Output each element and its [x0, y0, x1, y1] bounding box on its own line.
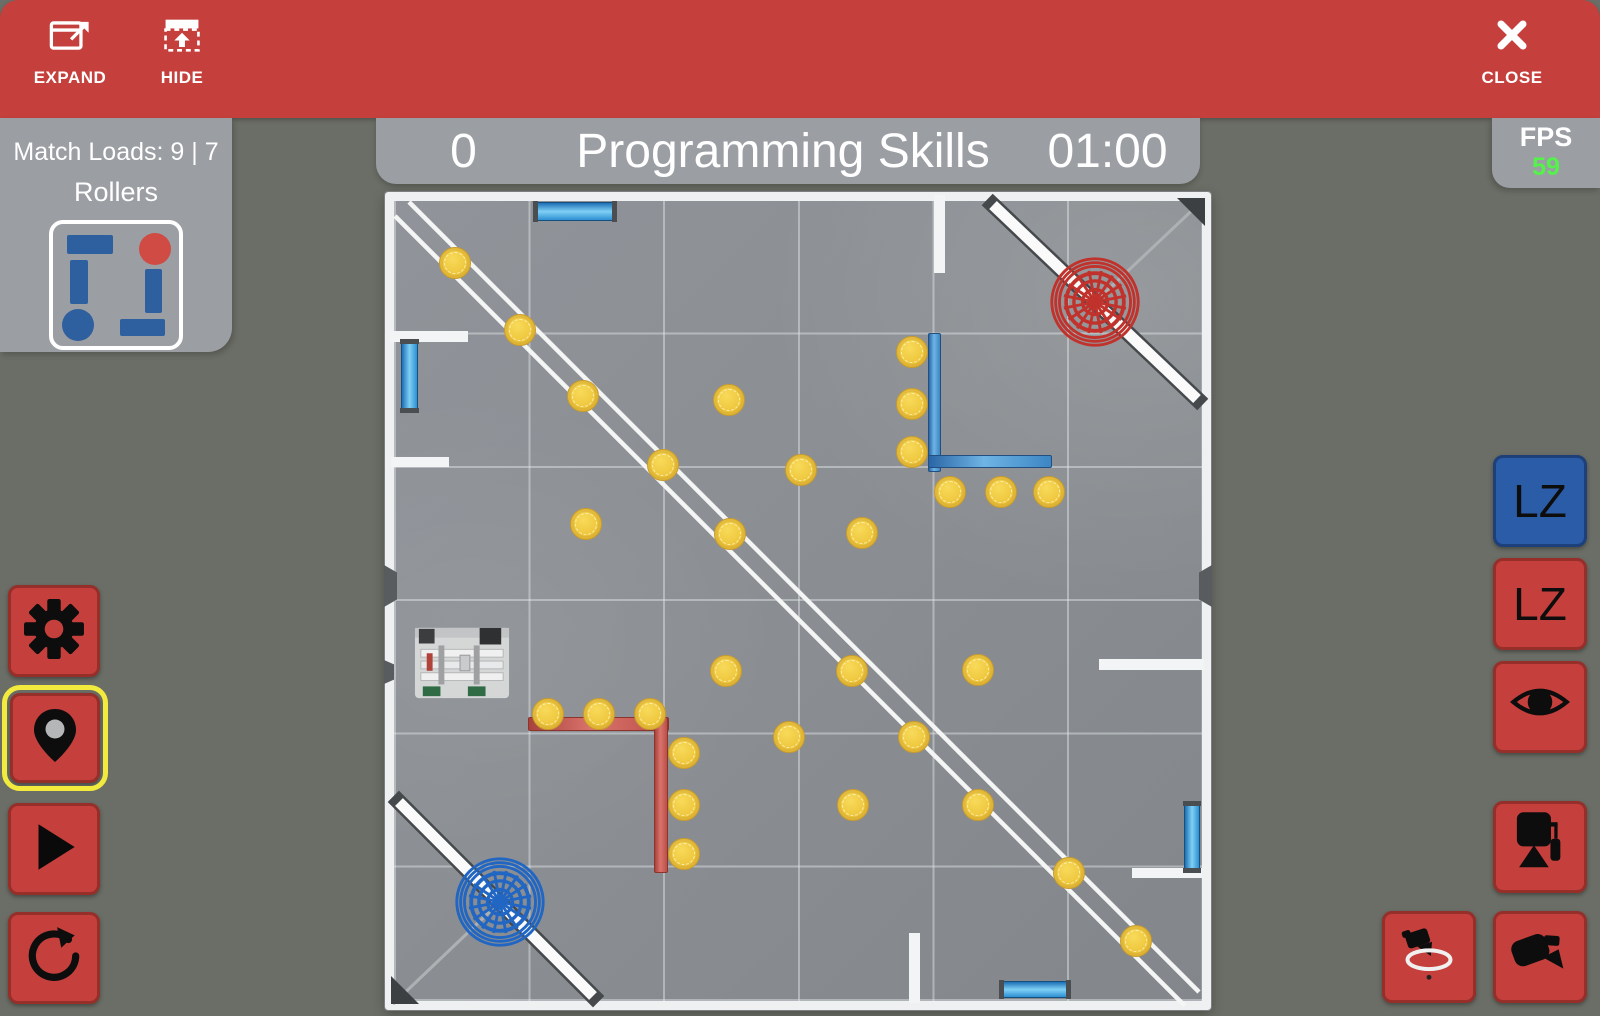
expand-icon — [47, 12, 93, 58]
disc — [896, 336, 928, 368]
disc — [962, 654, 994, 686]
disc — [837, 789, 869, 821]
video-camera-icon — [1507, 919, 1573, 996]
disc — [985, 476, 1017, 508]
match-mode-title: Programming Skills — [576, 124, 990, 178]
roller-blue — [999, 980, 1071, 999]
close-label: CLOSE — [1481, 68, 1543, 87]
roller-blue — [533, 201, 617, 222]
roller-blue — [400, 339, 419, 413]
play-icon — [23, 816, 85, 883]
expand-button[interactable]: EXPAND — [22, 12, 118, 88]
disc — [896, 436, 928, 468]
hide-label: HIDE — [160, 68, 204, 87]
disc — [439, 247, 471, 279]
disc — [567, 380, 599, 412]
field-view[interactable] — [384, 191, 1212, 1011]
lz-blue-label: LZ — [1513, 475, 1567, 527]
orbit-camera-button[interactable] — [1382, 911, 1476, 1003]
roller-top-indicator — [67, 235, 113, 254]
red-goal — [1047, 254, 1143, 350]
disc — [668, 789, 700, 821]
match-timer: 01:00 — [1047, 124, 1168, 178]
circular-arrow-icon — [23, 925, 85, 992]
goal-top-right-indicator — [139, 233, 171, 265]
wall-mount-left — [384, 660, 394, 684]
close-button[interactable]: CLOSE — [1464, 12, 1560, 88]
tape-strip — [909, 933, 920, 1003]
visibility-button[interactable] — [1493, 661, 1587, 753]
disc — [896, 388, 928, 420]
red-goal-mesh — [1050, 257, 1140, 347]
roller-status-icon — [49, 220, 183, 350]
fps-label: FPS — [1519, 122, 1573, 152]
blue-goal — [452, 854, 548, 950]
disc — [504, 314, 536, 346]
map-pin-icon — [25, 706, 85, 771]
disc — [713, 384, 745, 416]
launch-zone-red-button[interactable]: LZ — [1493, 558, 1587, 650]
fps-value: 59 — [1532, 153, 1560, 181]
gear-icon — [23, 598, 85, 665]
disc — [668, 838, 700, 870]
disc — [836, 655, 868, 687]
tape-strip — [1099, 659, 1204, 670]
blue-pipe — [928, 455, 1052, 468]
eye-icon — [1508, 670, 1572, 745]
disc — [934, 476, 966, 508]
top-toolbar: EXPAND HIDE CLOSE — [0, 0, 1600, 118]
launch-zone-blue-button[interactable]: LZ — [1493, 455, 1587, 547]
disc — [710, 655, 742, 687]
lz-red-label: LZ — [1513, 578, 1567, 630]
blue-pipe — [928, 333, 941, 472]
toolbar-button-waypoint[interactable] — [2, 685, 108, 791]
hide-button[interactable]: HIDE — [134, 12, 230, 88]
scoreboard: 0 Programming Skills 01:00 — [376, 118, 1200, 184]
disc — [634, 698, 666, 730]
wall-tab-right — [1199, 565, 1212, 607]
match-loads-panel: Match Loads: 9 | 7 Rollers — [0, 118, 232, 352]
roller-left-indicator — [70, 260, 88, 304]
disc — [773, 721, 805, 753]
disc — [668, 737, 700, 769]
close-icon — [1489, 12, 1535, 58]
wall-tab-left — [384, 565, 397, 607]
disc — [532, 698, 564, 730]
match-loads-text: Match Loads: 9 | 7 — [13, 138, 219, 166]
disc — [785, 454, 817, 486]
roller-bottom-indicator — [120, 319, 165, 336]
disc — [898, 721, 930, 753]
rollers-label: Rollers — [73, 177, 159, 207]
toolbar-button-play[interactable] — [8, 803, 100, 895]
blue-goal-mesh — [455, 857, 545, 947]
disc — [846, 517, 878, 549]
disc — [583, 698, 615, 730]
goal-bottom-left-indicator — [62, 309, 94, 341]
toolbar-button-settings[interactable] — [8, 585, 100, 677]
score-value: 0 — [450, 124, 477, 178]
fps-panel: FPS 59 — [1492, 118, 1600, 188]
disc — [1120, 925, 1152, 957]
tape-strip — [391, 457, 449, 467]
driver-station-button[interactable] — [1493, 801, 1587, 893]
disc — [962, 789, 994, 821]
toolbar-button-reset[interactable] — [8, 912, 100, 1004]
orbit-camera-icon — [1396, 919, 1462, 996]
robot[interactable] — [413, 624, 511, 702]
hide-icon — [159, 12, 205, 58]
tape-strip — [1132, 868, 1202, 878]
driver-station-icon — [1507, 809, 1573, 886]
tape-strip — [934, 195, 945, 273]
disc — [570, 508, 602, 540]
disc — [1053, 857, 1085, 889]
disc — [647, 449, 679, 481]
disc — [1033, 476, 1065, 508]
roller-blue — [1183, 801, 1201, 873]
roller-right-indicator — [145, 269, 162, 313]
expand-label: EXPAND — [33, 68, 107, 87]
field-camera-button[interactable] — [1493, 911, 1587, 1003]
disc — [714, 518, 746, 550]
tape-strip — [390, 331, 468, 342]
red-pipe — [654, 717, 668, 873]
